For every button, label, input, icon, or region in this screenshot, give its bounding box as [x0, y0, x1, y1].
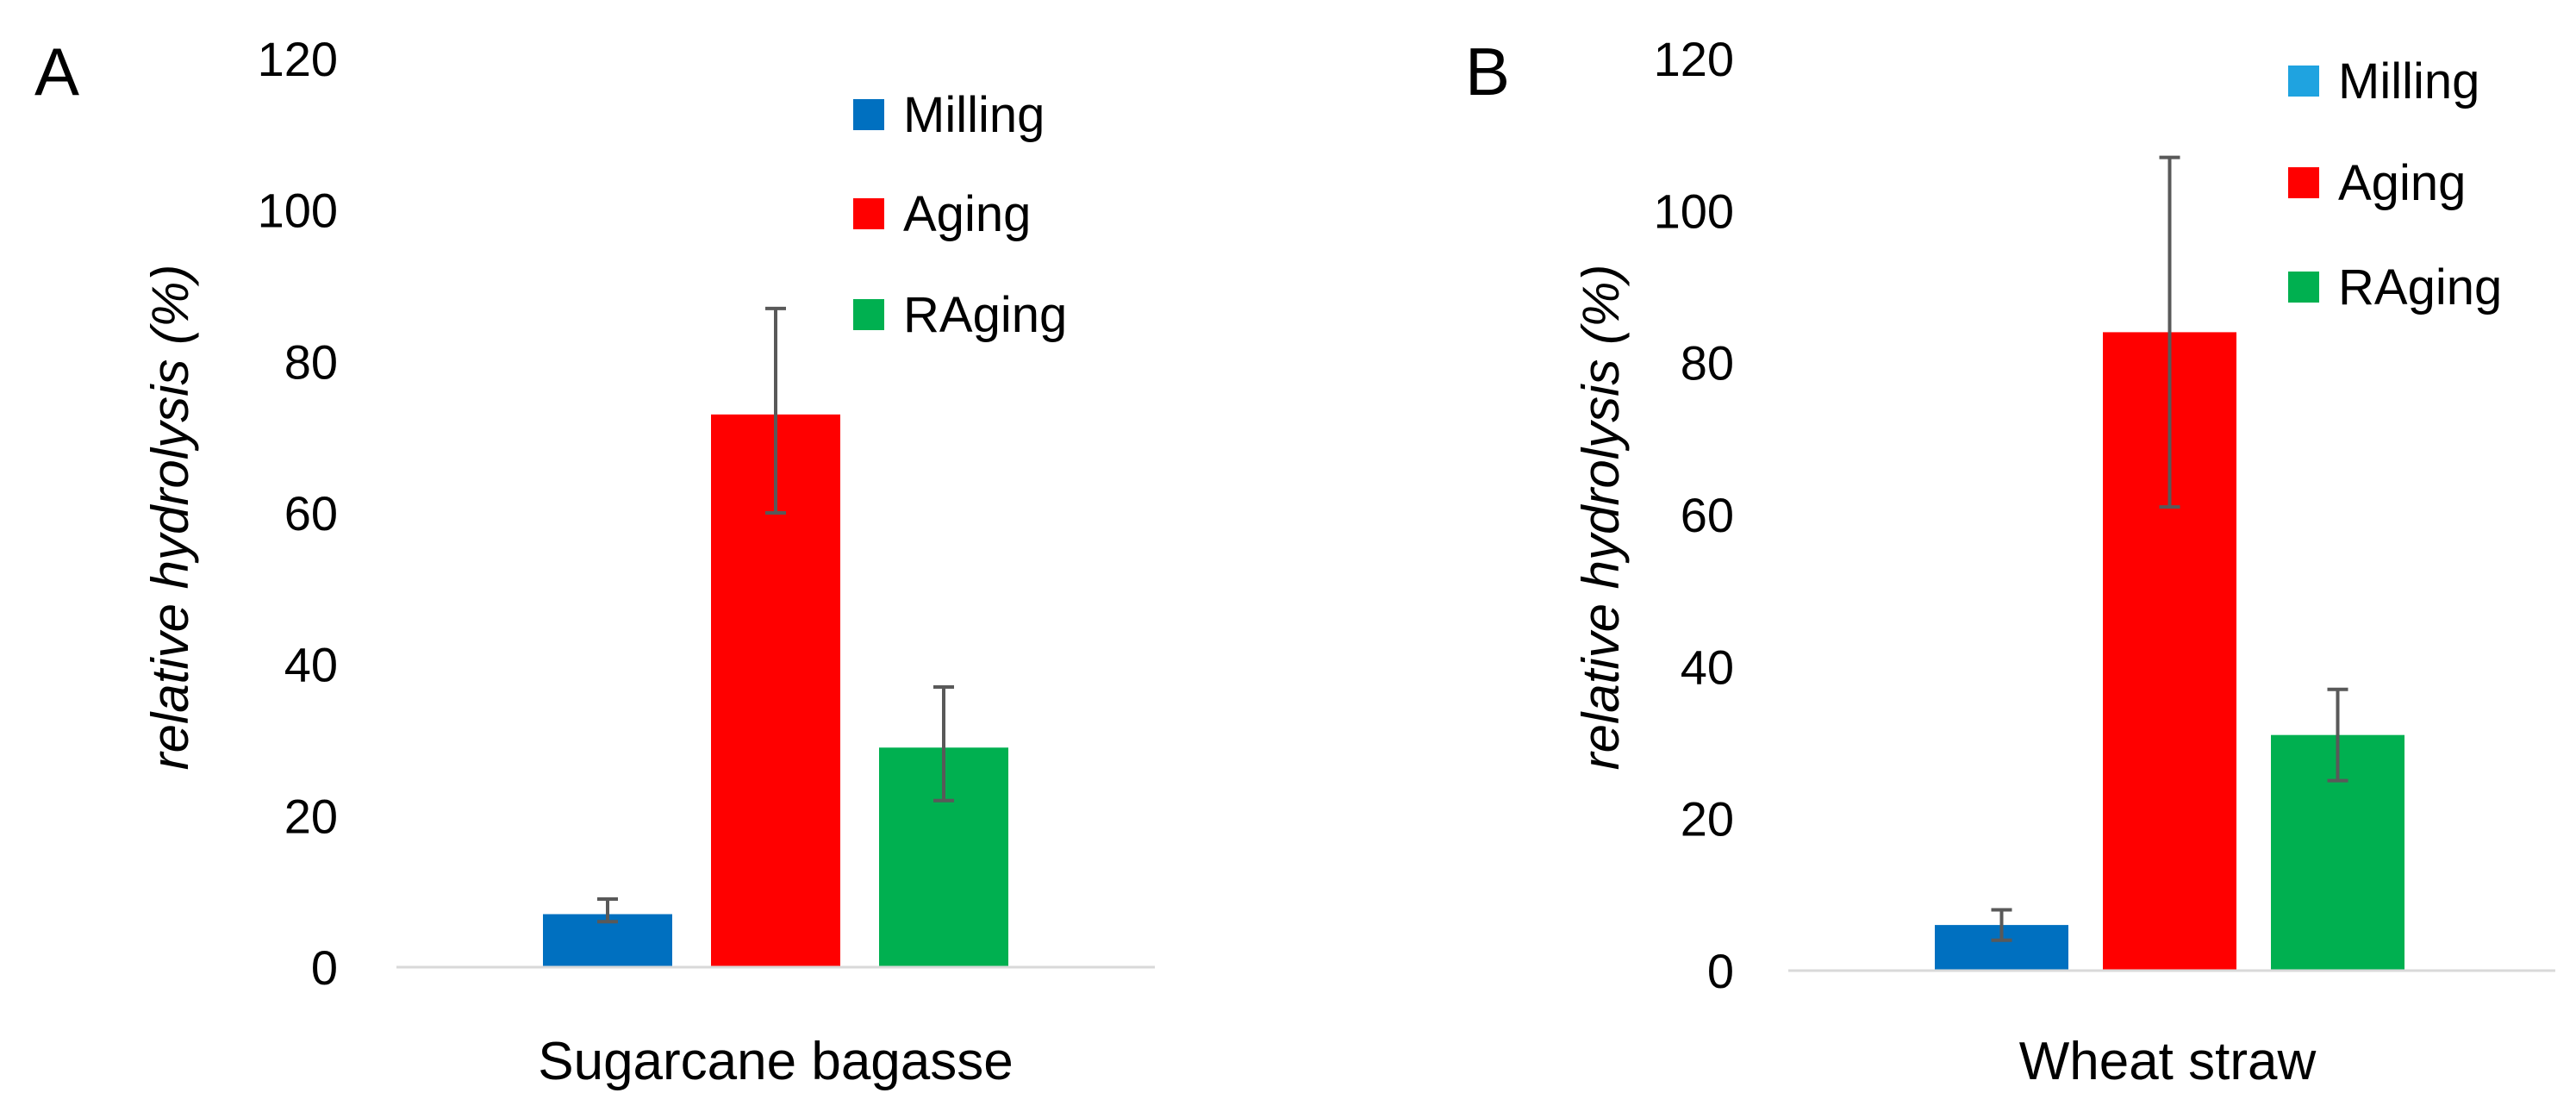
panel-b-y-tick-label: 80 [1681, 336, 1734, 390]
panel-a-chart: A relative hydrolysis (%) Sugarcane baga… [34, 32, 1155, 1091]
panel-a-y-tick-label: 80 [284, 334, 338, 389]
panel-a-label: A [34, 34, 79, 109]
panel-b-y-tick-label: 60 [1681, 488, 1734, 542]
panel-b-legend-swatch-aging [2288, 167, 2319, 198]
panel-b-x-category-label: Wheat straw [2019, 1032, 2317, 1091]
panel-a-x-category-label: Sugarcane bagasse [538, 1032, 1014, 1091]
panel-b-error-bar-aging [2159, 155, 2180, 509]
panel-b-error-bar-milling [1991, 908, 2012, 942]
panel-a-y-tick-label: 20 [284, 789, 338, 843]
panel-a-legend: Milling Aging RAging [853, 87, 1067, 343]
panel-b-bars [1935, 155, 2404, 971]
panel-a-legend-swatch-milling [853, 99, 884, 130]
panel-b-y-tick-label: 20 [1681, 792, 1734, 846]
panel-a-y-tick-label: 0 [311, 940, 338, 995]
panel-b-legend-label-aging: Aging [2338, 155, 2466, 211]
panel-a-legend-swatch-aging [853, 198, 884, 229]
panel-b-error-bar-raging [2327, 687, 2348, 783]
panel-b-y-tick-label: 40 [1681, 640, 1734, 694]
panel-a-y-tick-label: 100 [258, 184, 338, 238]
panel-b-y-tick-label: 0 [1707, 944, 1734, 998]
panel-a-y-ticks: 0 20 40 60 80 100 120 [258, 32, 338, 995]
panel-a-y-tick-label: 120 [258, 32, 338, 86]
panel-a-error-bar-raging [933, 685, 954, 803]
panel-b-chart: B relative hydrolysis (%) Wheat straw 0 2… [1465, 32, 2555, 1091]
panel-b-y-tick-label: 100 [1654, 184, 1734, 238]
panel-a-y-tick-label: 60 [284, 486, 338, 540]
panel-b-y-axis-label: relative hydrolysis (%) [1572, 265, 1630, 771]
panel-b-legend: Milling Aging RAging [2288, 53, 2502, 315]
panel-b-label: B [1465, 34, 1510, 109]
panel-a-bars [543, 306, 1008, 968]
panel-a-legend-label-milling: Milling [903, 87, 1045, 143]
panel-b-y-ticks: 0 20 40 60 80 100 120 [1654, 32, 1734, 998]
panel-a-error-bar-milling [597, 896, 618, 924]
panel-b-legend-swatch-milling [2288, 66, 2319, 97]
panel-a-y-tick-label: 40 [284, 638, 338, 692]
panel-b-legend-swatch-raging [2288, 272, 2319, 303]
panel-a-legend-label-aging: Aging [903, 186, 1031, 242]
panel-a-y-axis-label: relative hydrolysis (%) [141, 265, 199, 771]
panel-a-legend-label-raging: RAging [903, 287, 1067, 343]
panel-b-legend-label-milling: Milling [2338, 53, 2479, 109]
panel-a-legend-swatch-raging [853, 299, 884, 330]
panel-b-y-tick-label: 120 [1654, 32, 1734, 86]
panel-b-legend-label-raging: RAging [2338, 259, 2502, 315]
panel-a-error-bar-aging [765, 306, 786, 515]
